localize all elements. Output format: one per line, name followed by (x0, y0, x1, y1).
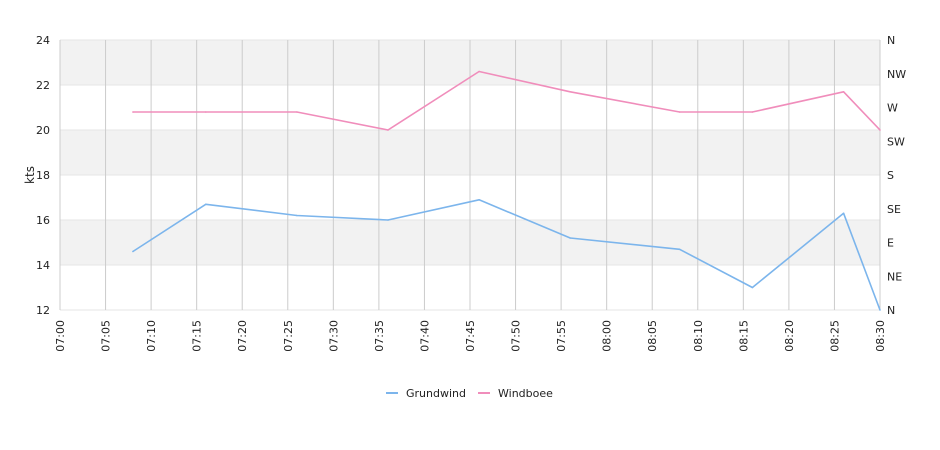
vertical-gridlines (59, 40, 881, 310)
x-tick-label: 07:10 (145, 320, 158, 352)
y-tick-label: 20 (36, 124, 50, 137)
x-tick-label: 07:05 (100, 320, 113, 352)
y-tick-label: 12 (36, 304, 50, 317)
x-tick-label: 07:55 (555, 320, 568, 352)
series-layer (132, 70, 881, 311)
y-axis: 24 22 20 18 16 14 12 (36, 34, 50, 317)
data-point (569, 237, 572, 239)
legend-item[interactable]: Grundwind (386, 387, 466, 400)
data-point (879, 309, 881, 311)
x-tick-label: 07:20 (236, 320, 249, 352)
series-line (132, 70, 881, 131)
x-tick-label: 07:35 (373, 320, 386, 352)
data-point (842, 212, 845, 215)
series-windboee (132, 70, 881, 131)
legend-label: Grundwind (406, 387, 466, 400)
data-point (751, 286, 754, 289)
y2-tick-label: SE (887, 203, 901, 216)
y2-tick-label: S (887, 169, 894, 182)
series-grundwind (132, 198, 881, 311)
data-point (478, 198, 480, 201)
data-point (751, 111, 754, 113)
x-tick-label: 07:15 (191, 320, 204, 352)
data-point (204, 203, 207, 206)
data-point (678, 248, 681, 251)
x-tick-label: 07:25 (282, 320, 295, 352)
x-tick-label: 08:25 (828, 320, 841, 352)
legend-label: Windboee (498, 387, 553, 400)
y-tick-label: 24 (36, 34, 50, 47)
y-tick-label: 14 (36, 259, 50, 272)
data-point (842, 90, 845, 93)
y2-tick-label: NW (887, 68, 906, 81)
y-tick-label: 22 (36, 79, 50, 92)
x-tick-label: 08:05 (646, 320, 659, 352)
x-tick-label: 08:10 (692, 320, 705, 352)
y-tick-label: 16 (36, 214, 50, 227)
x-tick-label: 08:00 (601, 320, 614, 352)
y2-tick-label: W (887, 102, 898, 115)
x-tick-label: 07:40 (418, 320, 431, 352)
x-tick-label: 07:00 (54, 320, 67, 352)
series-line (132, 199, 881, 311)
x-tick-label: 07:45 (464, 320, 477, 352)
legend-item[interactable]: Windboee (478, 387, 553, 400)
y2-tick-label: N (887, 34, 895, 47)
x-tick-label: 08:20 (783, 320, 796, 352)
x-tick-label: 08:15 (737, 320, 750, 352)
data-point (296, 214, 298, 217)
y2-tick-label: N (887, 304, 895, 317)
data-point (204, 111, 207, 113)
y2-axis: N NW W SW S SE E NE N (887, 34, 906, 317)
data-point (387, 219, 389, 221)
x-tick-label: 07:30 (327, 320, 340, 352)
legend: Grundwind Windboee (386, 387, 553, 400)
data-point (879, 129, 881, 131)
y2-tick-label: E (887, 237, 894, 250)
data-point (132, 250, 134, 253)
y-tick-label: 18 (36, 169, 50, 182)
data-point (387, 129, 389, 131)
x-tick-label: 08:30 (874, 320, 887, 352)
x-tick-label: 07:50 (510, 320, 523, 352)
y2-tick-label: SW (887, 135, 905, 148)
data-point (569, 90, 572, 93)
data-point (678, 111, 681, 113)
data-point (132, 111, 134, 113)
y2-tick-label: NE (887, 270, 902, 283)
y-axis-title: kts (23, 166, 37, 184)
data-point (296, 111, 298, 113)
data-point (478, 70, 480, 73)
x-axis: 07:00 07:05 07:10 07:15 07:20 07:25 07:30 07:35… (54, 320, 887, 352)
